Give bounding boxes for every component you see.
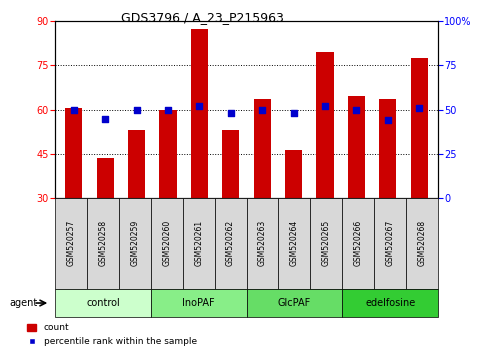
Point	[133, 107, 141, 113]
Text: GSM520261: GSM520261	[194, 220, 203, 267]
Bar	[379, 99, 397, 198]
Point	[321, 103, 329, 109]
Point	[196, 103, 203, 109]
Text: GDS3796 / A_23_P215963: GDS3796 / A_23_P215963	[121, 11, 284, 24]
Point	[258, 107, 266, 113]
Bar	[191, 29, 208, 198]
Text: GSM520260: GSM520260	[162, 220, 171, 267]
Text: GSM520263: GSM520263	[258, 220, 267, 267]
Legend: count, percentile rank within the sample: count, percentile rank within the sample	[24, 320, 200, 349]
Bar	[411, 58, 428, 198]
Point	[227, 110, 235, 116]
Bar	[348, 97, 365, 198]
Text: agent: agent	[10, 298, 38, 308]
Point	[415, 105, 423, 111]
Point	[101, 116, 109, 121]
Text: GlcPAF: GlcPAF	[278, 298, 311, 308]
Bar	[316, 52, 334, 198]
Bar	[65, 108, 83, 198]
Point	[353, 107, 360, 113]
Text: GSM520268: GSM520268	[417, 220, 426, 267]
Point	[290, 110, 298, 116]
Text: InoPAF: InoPAF	[182, 298, 215, 308]
Text: GSM520267: GSM520267	[385, 220, 395, 267]
Bar	[159, 110, 177, 198]
Text: GSM520262: GSM520262	[226, 220, 235, 267]
Point	[70, 107, 78, 113]
Bar	[128, 130, 145, 198]
Bar	[285, 149, 302, 198]
Text: control: control	[86, 298, 120, 308]
Text: GSM520265: GSM520265	[322, 220, 331, 267]
Point	[384, 118, 392, 123]
Text: GSM520259: GSM520259	[130, 220, 139, 267]
Bar	[97, 159, 114, 198]
Point	[164, 107, 172, 113]
Bar	[222, 130, 240, 198]
Text: edelfosine: edelfosine	[365, 298, 415, 308]
Text: GSM520258: GSM520258	[99, 220, 107, 267]
Bar	[254, 99, 271, 198]
Text: GSM520257: GSM520257	[67, 220, 75, 267]
Text: GSM520266: GSM520266	[354, 220, 363, 267]
Text: GSM520264: GSM520264	[290, 220, 299, 267]
